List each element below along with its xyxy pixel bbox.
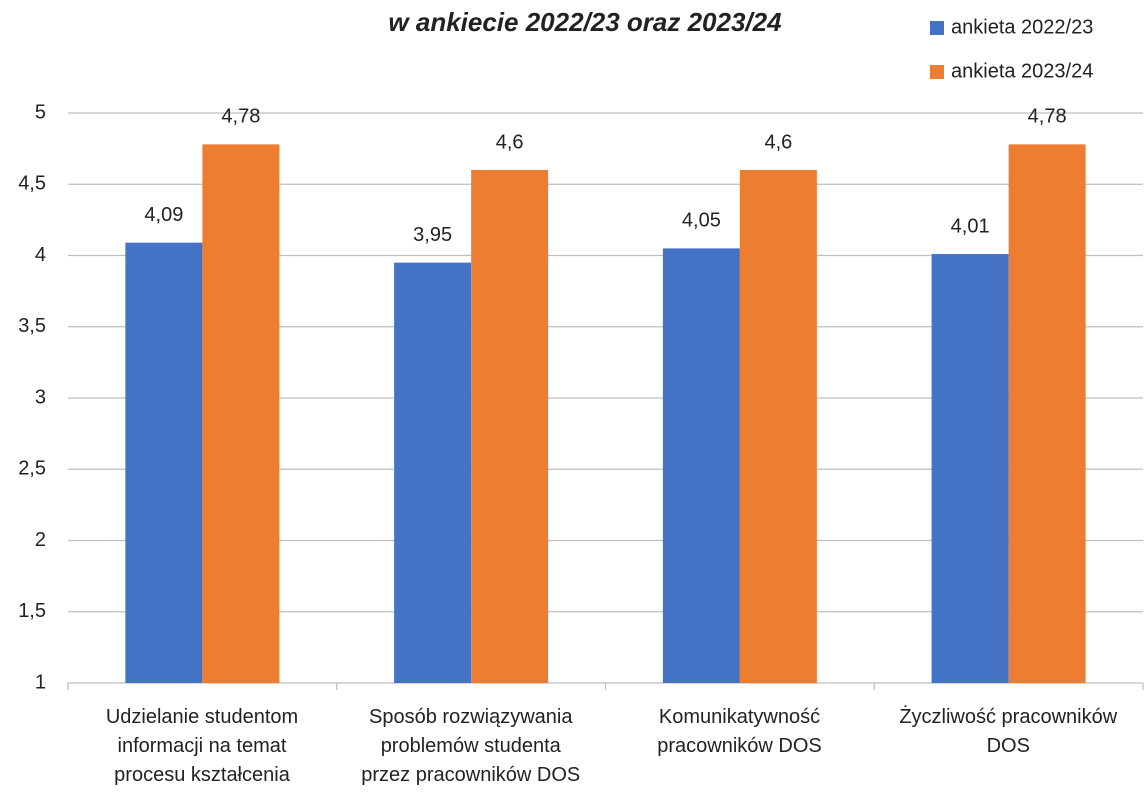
- y-tick-label: 1,5: [18, 600, 46, 622]
- value-label: 4,6: [764, 131, 792, 153]
- legend-swatch: [930, 65, 944, 79]
- value-label: 4,05: [682, 210, 721, 232]
- bar: [662, 248, 740, 683]
- y-tick-label: 5: [35, 101, 46, 123]
- chart-title: w ankiecie 2022/23 oraz 2023/24: [388, 7, 782, 37]
- x-tick-label: Udzielanie studentom informacji na temat…: [105, 706, 299, 786]
- legend-label: ankieta 2022/23: [951, 16, 1093, 38]
- y-tick-label: 4: [35, 244, 46, 266]
- y-tick-label: 4,5: [18, 173, 46, 195]
- x-tick-label: Sposób rozwiązywania problemów studenta …: [361, 706, 581, 786]
- value-label: 4,6: [496, 131, 524, 153]
- legend-label: ankieta 2023/24: [951, 60, 1093, 82]
- bar: [394, 262, 472, 683]
- y-tick-label: 2,5: [18, 458, 46, 480]
- x-tick-label: Komunikatywność pracowników DOS: [657, 706, 822, 757]
- legend-swatch: [930, 21, 944, 35]
- value-label: 4,09: [144, 204, 183, 226]
- bar: [471, 170, 549, 683]
- bar: [125, 242, 203, 684]
- value-label: 3,95: [413, 224, 452, 246]
- bar: [1008, 144, 1086, 684]
- value-label: 4,78: [1028, 106, 1067, 128]
- value-label: 4,78: [221, 106, 260, 128]
- x-tick-label: Życzliwość pracowników DOS: [899, 706, 1118, 757]
- value-label: 4,01: [951, 215, 990, 237]
- y-tick-label: 1: [35, 671, 46, 693]
- bar: [931, 254, 1009, 683]
- y-tick-label: 2: [35, 529, 46, 551]
- y-tick-label: 3,5: [18, 315, 46, 337]
- bar: [739, 170, 817, 683]
- bar: [202, 144, 280, 684]
- y-tick-label: 3: [35, 386, 46, 408]
